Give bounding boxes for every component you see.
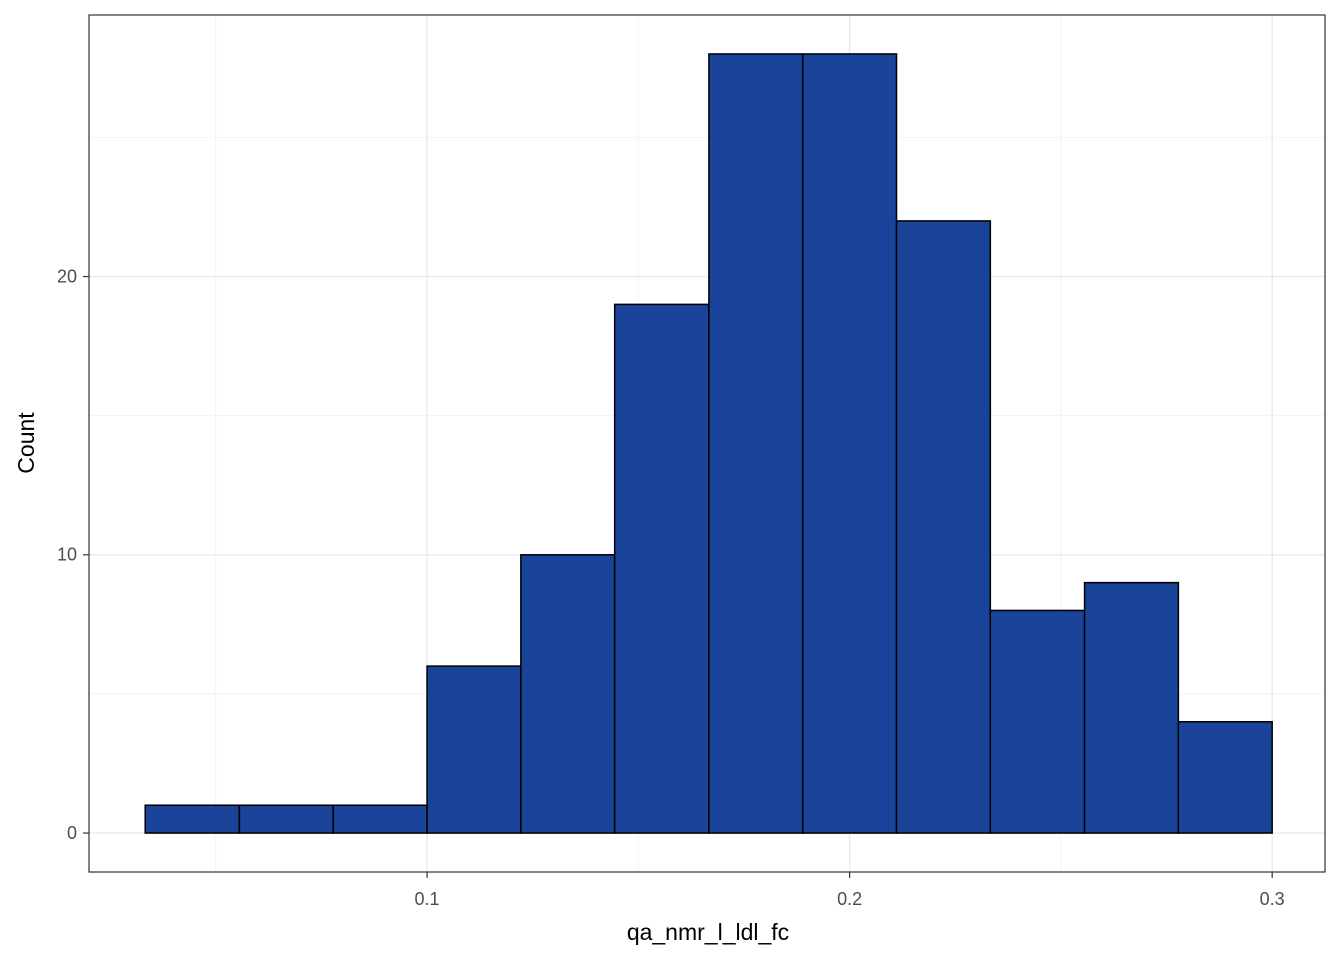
bar bbox=[613, 303, 710, 834]
bar bbox=[989, 609, 1086, 834]
x-tick-label: 0.2 bbox=[837, 889, 862, 909]
x-tick-label: 0.1 bbox=[415, 889, 440, 909]
y-tick-label: 10 bbox=[57, 545, 77, 565]
bar bbox=[1177, 720, 1273, 834]
y-tick-label: 0 bbox=[67, 823, 77, 843]
bar bbox=[708, 53, 804, 834]
y-tick-label: 20 bbox=[57, 266, 77, 286]
bar bbox=[895, 220, 992, 834]
bar bbox=[426, 665, 522, 834]
bar bbox=[144, 804, 241, 834]
bar bbox=[801, 53, 898, 834]
panel-border bbox=[88, 14, 1326, 873]
bar bbox=[238, 804, 334, 834]
bar bbox=[332, 804, 428, 834]
y-axis-title: Count bbox=[13, 412, 39, 474]
x-tick-label: 0.3 bbox=[1260, 889, 1285, 909]
x-axis-title: qa_nmr_l_ldl_fc bbox=[627, 919, 789, 945]
bar bbox=[1083, 581, 1180, 834]
bar bbox=[520, 554, 616, 834]
